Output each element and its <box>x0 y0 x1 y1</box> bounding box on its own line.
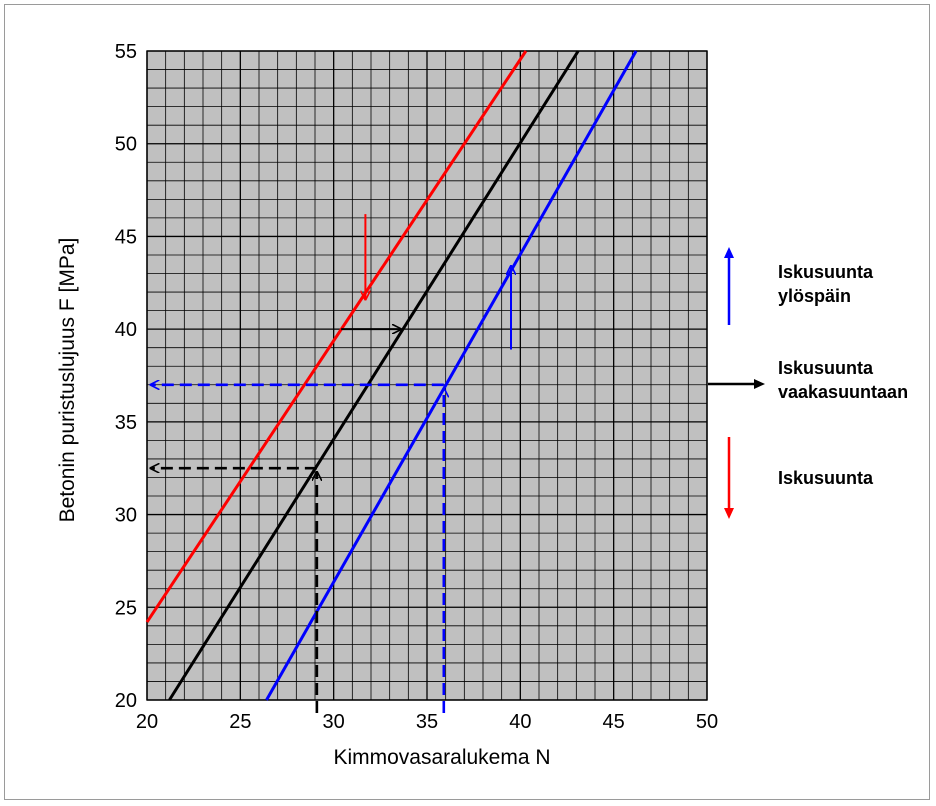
y-tick-label: 25 <box>115 597 137 619</box>
y-tick-label: 40 <box>115 319 137 341</box>
y-tick-label: 30 <box>115 505 137 527</box>
x-axis-title: Kimmovasaralukema N <box>333 746 550 769</box>
y-tick-label: 20 <box>115 690 137 712</box>
plot-border <box>146 50 708 701</box>
x-tick-label: 50 <box>696 711 718 733</box>
y-tick-label: 45 <box>115 226 137 248</box>
x-tick-label: 40 <box>509 711 531 733</box>
x-tick-label: 35 <box>416 711 438 733</box>
x-tick-label: 25 <box>229 711 251 733</box>
legend-label: ylöspäin <box>778 286 851 306</box>
chart-frame <box>4 4 930 800</box>
x-tick-label: 20 <box>136 711 158 733</box>
legend-label: Iskusuunta <box>778 358 874 378</box>
series-line-3 <box>265 50 638 701</box>
x-tick-label: 30 <box>323 711 345 733</box>
legend-label: vaakasuuntaan <box>778 382 908 402</box>
y-tick-label: 35 <box>115 412 137 434</box>
y-axis-title: Betonin puristuslujuus F [MPa] <box>56 238 79 523</box>
series-line-2 <box>168 50 580 701</box>
series-line-1 <box>145 50 528 623</box>
legend-label: Iskusuunta <box>778 468 874 488</box>
x-tick-label: 45 <box>603 711 625 733</box>
legend-label: Iskusuunta <box>778 262 874 282</box>
y-tick-label: 50 <box>115 134 137 156</box>
y-tick-label: 55 <box>115 41 137 63</box>
